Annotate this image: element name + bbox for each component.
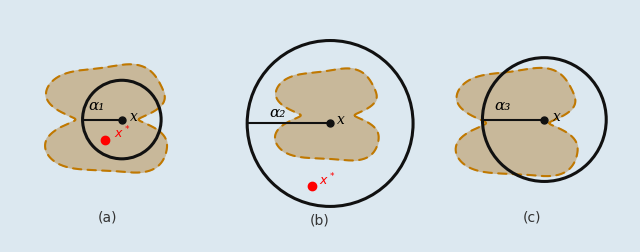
- Text: (b): (b): [310, 213, 330, 227]
- Polygon shape: [456, 69, 578, 176]
- Text: x: x: [337, 113, 345, 127]
- Text: α₁: α₁: [88, 99, 105, 112]
- Text: x: x: [130, 109, 138, 123]
- Polygon shape: [45, 65, 167, 173]
- Text: $x^*$: $x^*$: [319, 171, 335, 187]
- Text: α₃: α₃: [494, 99, 511, 112]
- Polygon shape: [275, 69, 379, 161]
- Text: α₂: α₂: [269, 106, 286, 120]
- Text: $x^*$: $x^*$: [113, 124, 130, 141]
- Text: x: x: [553, 109, 561, 123]
- Text: (a): (a): [98, 210, 117, 224]
- Text: (c): (c): [523, 210, 541, 224]
